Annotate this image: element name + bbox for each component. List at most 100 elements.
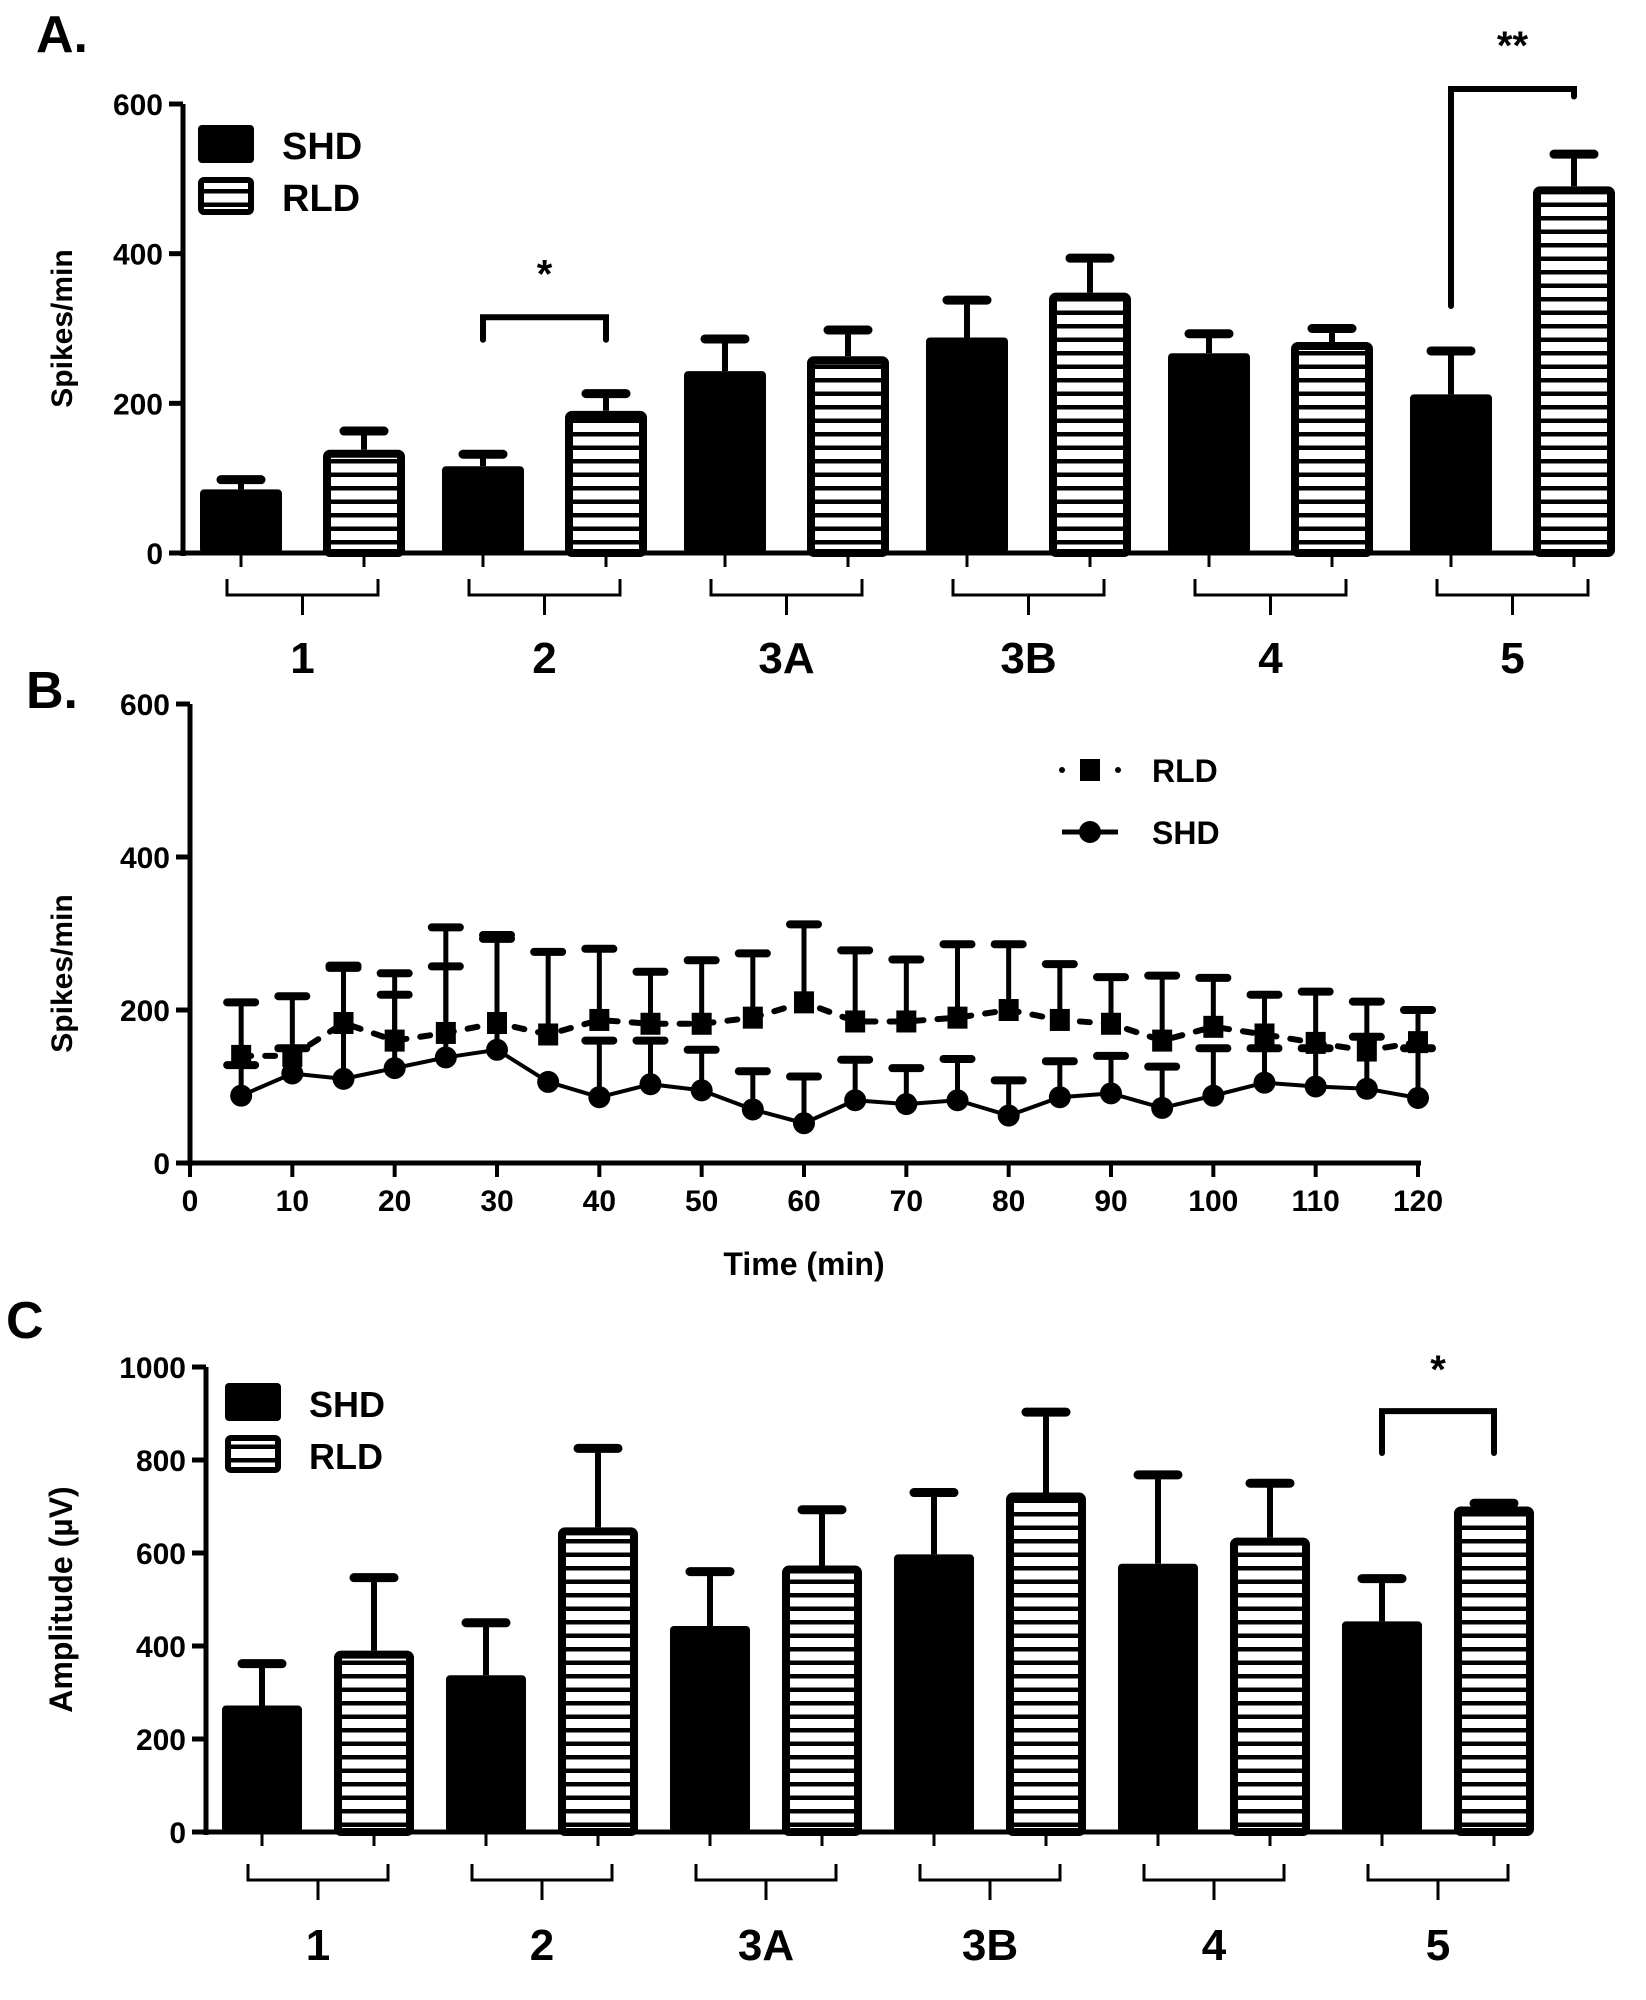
category-label: 3B (1000, 634, 1056, 683)
data-point-shd (486, 1038, 508, 1061)
data-point-shd (1151, 1096, 1174, 1119)
significance-marker: * (537, 252, 553, 296)
category-label: 4 (1258, 634, 1283, 683)
category-label: 1 (290, 634, 314, 683)
y-tick-label: 400 (113, 239, 163, 272)
data-point-shd (230, 1084, 253, 1107)
group-bracket (1366, 1864, 1510, 1900)
bar-rld (1291, 341, 1373, 557)
data-point-shd (741, 1098, 764, 1121)
data-point-shd (639, 1073, 662, 1096)
x-tick-label: 70 (890, 1185, 923, 1218)
bar-shd (442, 466, 524, 553)
legend-line-rld (1059, 767, 1065, 773)
data-point-shd (793, 1112, 815, 1135)
data-point-shd (946, 1089, 969, 1112)
legend-label-rld: RLD (1152, 753, 1218, 789)
data-point-shd (332, 1067, 355, 1090)
significance-bracket (1448, 86, 1577, 310)
group-bracket (951, 579, 1106, 615)
legend-swatch-shd (198, 125, 254, 163)
group-bracket (225, 579, 380, 615)
x-tick-label: 20 (378, 1185, 411, 1218)
x-tick-label: 0 (182, 1185, 199, 1218)
category-label: 2 (532, 634, 556, 683)
x-tick-label: 100 (1188, 1185, 1238, 1218)
bar-shd (684, 371, 766, 553)
panel-c-bar-chart: 0 200 400 600 800 1000 Amplitude (µV) 1 2 3A 3B 4 5 *… (43, 1348, 1534, 1970)
bar-rld (558, 1527, 638, 1837)
data-point-shd (997, 1104, 1020, 1127)
y-tick-label: 600 (113, 89, 163, 122)
y-tick-label: 0 (146, 538, 163, 571)
bar-rld (782, 1565, 862, 1837)
bar-shd (670, 1626, 750, 1832)
y-tick-label: 400 (136, 1631, 186, 1664)
bar-rld (1006, 1492, 1086, 1837)
x-tick-label: 50 (685, 1185, 718, 1218)
group-bracket (1193, 579, 1348, 615)
x-tick-label: 110 (1291, 1185, 1339, 1218)
data-point-rld (998, 999, 1019, 1021)
bar-rld (1533, 186, 1615, 557)
data-point-rld (640, 1012, 661, 1035)
data-point-shd (383, 1057, 406, 1080)
significance-bracket (480, 314, 609, 343)
category-label: 3A (758, 634, 814, 683)
series-line-rld (238, 999, 1421, 1059)
y-tick-label: 400 (120, 842, 170, 875)
x-tick-label: 30 (480, 1185, 513, 1218)
y-tick-label: 600 (120, 689, 170, 722)
bar-rld (334, 1650, 414, 1837)
data-point-rld (896, 1010, 917, 1033)
data-point-rld (794, 991, 814, 1014)
legend-label-shd: SHD (309, 1384, 385, 1425)
category-label: 1 (306, 1921, 330, 1970)
legend-marker-shd (1079, 821, 1101, 843)
y-axis-label: Amplitude (µV) (43, 1486, 79, 1712)
group-bracket (918, 1864, 1062, 1900)
bar-rld (565, 410, 647, 558)
data-point-shd (588, 1086, 611, 1109)
data-point-shd (1202, 1084, 1225, 1107)
group-bracket (467, 579, 622, 615)
category-label: 3A (738, 1921, 794, 1970)
data-point-rld (1049, 1008, 1070, 1031)
bar-shd (926, 337, 1008, 553)
data-point-rld (589, 1008, 610, 1031)
x-tick-label: 60 (787, 1185, 820, 1218)
bar-shd (1168, 353, 1250, 553)
panel-label-c: C (6, 1292, 44, 1350)
x-tick-label: 10 (276, 1185, 309, 1218)
significance-bracket (1379, 1408, 1497, 1457)
bar-shd (446, 1675, 526, 1832)
significance-marker: ** (1497, 24, 1529, 68)
group-bracket (470, 1864, 614, 1900)
data-point-shd (1253, 1071, 1276, 1094)
y-tick-label: 800 (136, 1445, 186, 1478)
data-point-shd (434, 1046, 457, 1069)
y-tick-label: 600 (136, 1538, 186, 1571)
legend-label-rld: RLD (282, 178, 360, 220)
data-point-shd (1100, 1082, 1122, 1105)
group-bracket (694, 1864, 838, 1900)
data-point-shd (1304, 1075, 1327, 1098)
x-axis-label: Time (min) (723, 1246, 884, 1282)
bar-shd (1410, 394, 1492, 553)
data-point-shd (690, 1079, 713, 1102)
bar-rld (807, 356, 889, 557)
legend-label-shd: SHD (1152, 815, 1220, 851)
data-point-shd (1407, 1086, 1429, 1109)
data-point-shd (1355, 1077, 1378, 1100)
data-point-shd (1048, 1086, 1071, 1109)
data-point-shd (895, 1093, 918, 1116)
y-tick-label: 200 (136, 1724, 186, 1757)
x-tick-label: 40 (583, 1185, 616, 1218)
data-point-rld (1152, 1029, 1173, 1052)
data-point-rld (845, 1010, 866, 1033)
legend-marker-rld (1080, 759, 1100, 781)
x-tick-label: 120 (1393, 1185, 1443, 1218)
bar-rld (1049, 292, 1131, 557)
bar-rld (1230, 1537, 1310, 1837)
